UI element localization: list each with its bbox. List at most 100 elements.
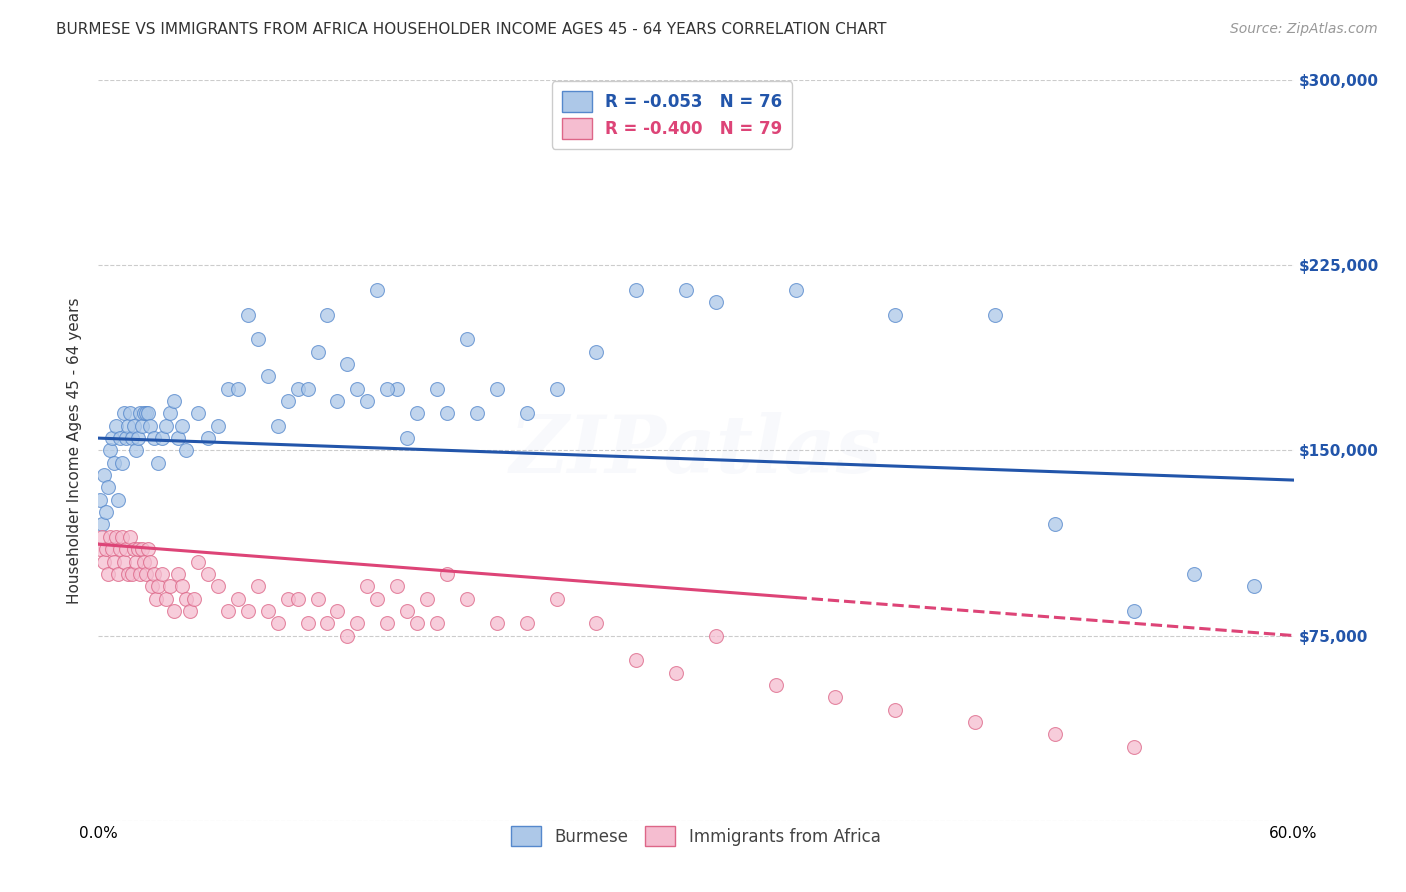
Point bbox=[167, 566, 190, 581]
Point bbox=[217, 382, 239, 396]
Point bbox=[150, 431, 173, 445]
Point bbox=[516, 616, 538, 631]
Point bbox=[267, 616, 290, 631]
Point bbox=[135, 407, 157, 421]
Text: Source: ZipAtlas.com: Source: ZipAtlas.com bbox=[1230, 22, 1378, 37]
Point bbox=[127, 431, 149, 445]
Point bbox=[127, 542, 149, 557]
Point bbox=[297, 616, 319, 631]
Point bbox=[626, 283, 648, 297]
Point bbox=[485, 382, 508, 396]
Point bbox=[256, 369, 278, 384]
Point bbox=[385, 579, 409, 593]
Point bbox=[159, 407, 181, 421]
Point bbox=[307, 591, 329, 606]
Point bbox=[115, 431, 138, 445]
Point bbox=[267, 418, 290, 433]
Point bbox=[356, 579, 378, 593]
Point bbox=[704, 295, 727, 310]
Point bbox=[585, 344, 607, 359]
Point bbox=[226, 591, 249, 606]
Point bbox=[366, 591, 388, 606]
Point bbox=[89, 542, 111, 557]
Point bbox=[103, 456, 125, 470]
Point bbox=[111, 456, 134, 470]
Point bbox=[98, 443, 122, 458]
Point bbox=[105, 530, 128, 544]
Point bbox=[148, 456, 170, 470]
Point bbox=[150, 566, 173, 581]
Point bbox=[105, 418, 128, 433]
Point bbox=[316, 308, 339, 322]
Point bbox=[346, 616, 368, 631]
Point bbox=[416, 591, 439, 606]
Point bbox=[585, 616, 607, 631]
Point bbox=[984, 308, 1007, 322]
Point bbox=[93, 554, 115, 569]
Point bbox=[197, 566, 219, 581]
Point bbox=[155, 418, 177, 433]
Point bbox=[136, 407, 159, 421]
Point bbox=[516, 407, 538, 421]
Point bbox=[143, 566, 166, 581]
Point bbox=[93, 468, 115, 483]
Point bbox=[121, 566, 143, 581]
Point bbox=[356, 394, 378, 409]
Point bbox=[704, 628, 727, 642]
Point bbox=[307, 344, 329, 359]
Point bbox=[1043, 517, 1066, 532]
Point bbox=[824, 690, 846, 705]
Point bbox=[159, 579, 181, 593]
Point bbox=[167, 431, 190, 445]
Point bbox=[406, 407, 429, 421]
Point bbox=[107, 492, 129, 507]
Point bbox=[1182, 566, 1205, 581]
Point bbox=[963, 714, 986, 729]
Point bbox=[125, 443, 148, 458]
Point bbox=[183, 591, 205, 606]
Point bbox=[226, 382, 249, 396]
Point bbox=[97, 566, 120, 581]
Point bbox=[124, 542, 146, 557]
Point bbox=[155, 591, 177, 606]
Point bbox=[375, 382, 398, 396]
Point bbox=[336, 357, 359, 371]
Point bbox=[396, 604, 419, 618]
Point bbox=[141, 579, 163, 593]
Point bbox=[174, 591, 197, 606]
Text: BURMESE VS IMMIGRANTS FROM AFRICA HOUSEHOLDER INCOME AGES 45 - 64 YEARS CORRELAT: BURMESE VS IMMIGRANTS FROM AFRICA HOUSEH… bbox=[56, 22, 887, 37]
Point bbox=[884, 308, 907, 322]
Point bbox=[111, 530, 134, 544]
Point bbox=[187, 554, 209, 569]
Point bbox=[143, 431, 166, 445]
Point bbox=[103, 554, 125, 569]
Point bbox=[346, 382, 368, 396]
Point bbox=[112, 407, 135, 421]
Point bbox=[785, 283, 807, 297]
Point bbox=[139, 554, 162, 569]
Point bbox=[236, 604, 259, 618]
Point bbox=[375, 616, 398, 631]
Text: ZIPatlas: ZIPatlas bbox=[510, 412, 882, 489]
Point bbox=[326, 394, 349, 409]
Point bbox=[884, 703, 907, 717]
Point bbox=[134, 407, 156, 421]
Point bbox=[120, 407, 142, 421]
Point bbox=[217, 604, 239, 618]
Point bbox=[135, 566, 157, 581]
Point bbox=[136, 542, 159, 557]
Point bbox=[426, 616, 449, 631]
Point bbox=[456, 332, 478, 346]
Point bbox=[96, 505, 118, 519]
Point bbox=[134, 554, 156, 569]
Point bbox=[456, 591, 478, 606]
Point bbox=[129, 407, 152, 421]
Point bbox=[665, 665, 688, 680]
Point bbox=[287, 591, 309, 606]
Point bbox=[297, 382, 319, 396]
Point bbox=[187, 407, 209, 421]
Point bbox=[436, 566, 458, 581]
Point bbox=[366, 283, 388, 297]
Point bbox=[139, 418, 162, 433]
Point bbox=[406, 616, 429, 631]
